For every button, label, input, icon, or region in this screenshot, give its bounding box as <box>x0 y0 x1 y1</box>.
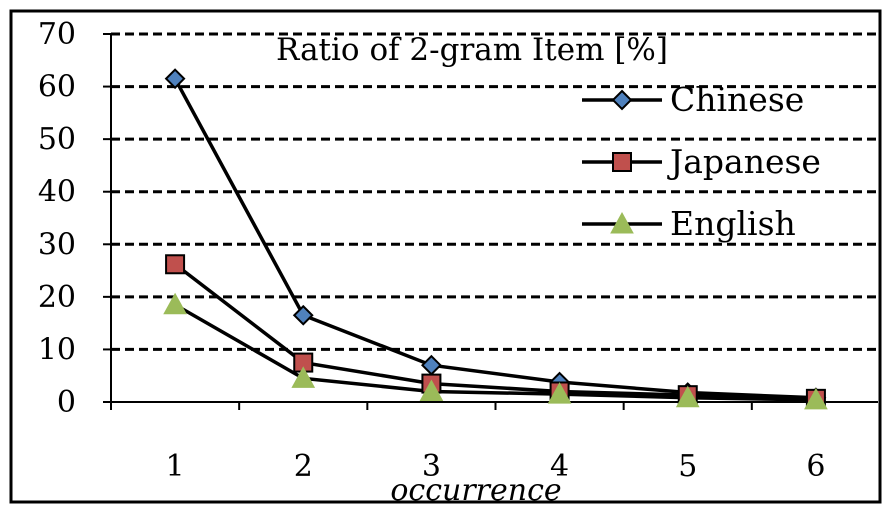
y-tick-label: 30 <box>38 227 76 262</box>
data-point-english <box>419 379 444 401</box>
y-tick-label: 60 <box>38 70 76 105</box>
data-point-english <box>163 292 187 315</box>
x-tick-label: 5 <box>678 449 697 484</box>
legend-item-japanese: Japanese <box>582 142 821 181</box>
y-tick-labels: 0 10 20 30 40 50 60 70 <box>38 17 76 420</box>
x-tick-label: 3 <box>422 449 441 484</box>
legend-label-chinese: Chinese <box>670 80 804 119</box>
data-point-japanese <box>165 254 186 275</box>
data-point-english <box>675 385 700 408</box>
x-tick-label: 2 <box>294 449 313 484</box>
legend-marker-chinese <box>611 89 633 111</box>
legend: Chinese Japanese English <box>582 80 821 243</box>
series-line-english <box>174 303 816 402</box>
legend-label-japanese: Japanese <box>667 142 821 181</box>
legend-label-english: English <box>670 204 796 243</box>
data-point-english <box>291 366 316 388</box>
legend-marker-english <box>610 211 634 234</box>
y-tick-label: 70 <box>38 17 76 52</box>
legend-item-chinese: Chinese <box>582 80 804 119</box>
y-tick-label: 50 <box>38 122 76 157</box>
axes <box>103 33 881 410</box>
data-point-english <box>547 382 572 404</box>
y-tick-label: 0 <box>57 385 76 420</box>
series-line-japanese <box>174 262 816 401</box>
grid-lines <box>111 32 878 351</box>
series-japanese <box>174 262 816 401</box>
series-lines <box>163 68 828 410</box>
chart-frame <box>9 9 882 504</box>
x-tick-label: 6 <box>806 449 825 484</box>
y-tick-label: 40 <box>38 175 76 210</box>
series-line-chinese <box>173 77 816 400</box>
x-tick-label: 1 <box>166 449 185 484</box>
x-tick-labels: 1 2 3 4 5 6 <box>166 449 826 484</box>
data-point-chinese <box>292 304 314 326</box>
series-english <box>174 303 816 402</box>
x-axis-label: occurrence <box>390 473 561 508</box>
legend-item-english: English <box>582 204 796 243</box>
data-point-chinese <box>164 68 186 90</box>
x-tick-label: 4 <box>550 449 569 484</box>
series-chinese <box>173 77 816 400</box>
series-markers-english <box>163 292 828 410</box>
y-tick-label: 20 <box>38 280 76 315</box>
chart-title: Ratio of 2-gram Item [%] <box>276 32 668 68</box>
data-point-english <box>804 387 828 410</box>
y-tick-label: 10 <box>38 332 76 367</box>
legend-marker-japanese <box>612 152 632 172</box>
